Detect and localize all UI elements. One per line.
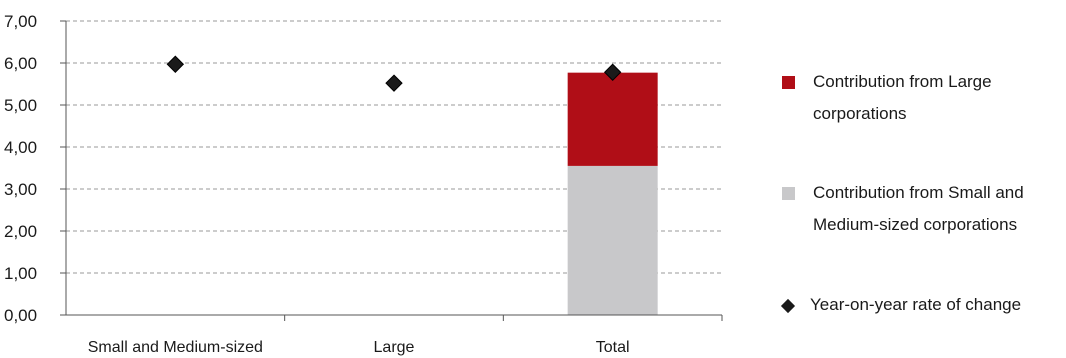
y-tick-label: 1,00 bbox=[4, 264, 37, 283]
legend-label-large: Contribution from Large corporations bbox=[813, 72, 992, 123]
bar-segment bbox=[567, 72, 658, 166]
y-tick-label: 4,00 bbox=[4, 138, 37, 157]
category-label: Small and Medium-sized bbox=[88, 339, 263, 356]
y-tick-label: 3,00 bbox=[4, 180, 37, 199]
y-tick-label: 2,00 bbox=[4, 222, 37, 241]
x-tick-marks bbox=[284, 315, 723, 321]
legend-swatch-large bbox=[782, 76, 795, 89]
rate-marker bbox=[385, 74, 403, 92]
y-tick-label: 7,00 bbox=[4, 12, 37, 31]
category-label: Total bbox=[596, 339, 630, 356]
bars bbox=[567, 72, 658, 315]
axes bbox=[65, 21, 722, 316]
rate-marker bbox=[603, 63, 622, 81]
y-tick-label: 6,00 bbox=[4, 54, 37, 73]
bar-segment bbox=[567, 165, 658, 315]
chart-plot: 0,00 1,00 2,00 3,00 4,00 5,00 6,00 7,00 Small a… bbox=[4, 12, 723, 356]
y-tick-label: 0,00 bbox=[4, 306, 37, 325]
legend-label-small-medium: Contribution from Small and Medium-sized… bbox=[813, 183, 1024, 234]
diamond-icon bbox=[780, 298, 796, 314]
rate-marker bbox=[166, 55, 185, 73]
legend-item-large: Contribution from Large corporations bbox=[782, 71, 1063, 130]
y-tick-labels: 0,00 1,00 2,00 3,00 4,00 5,00 6,00 7,00 bbox=[4, 12, 66, 325]
legend: Contribution from Large corporations Con… bbox=[780, 0, 1066, 358]
category-label: Large bbox=[374, 339, 415, 356]
legend-item-rate: Year-on-year rate of change bbox=[780, 294, 1060, 321]
category-labels: Small and Medium-sized Large Total bbox=[88, 339, 630, 356]
legend-label-rate: Year-on-year rate of change bbox=[810, 295, 1022, 314]
y-tick-label: 5,00 bbox=[4, 96, 37, 115]
legend-swatch-small-medium bbox=[782, 187, 795, 200]
legend-item-small-medium: Contribution from Small and Medium-sized… bbox=[782, 182, 1063, 241]
rate-markers bbox=[166, 55, 622, 92]
